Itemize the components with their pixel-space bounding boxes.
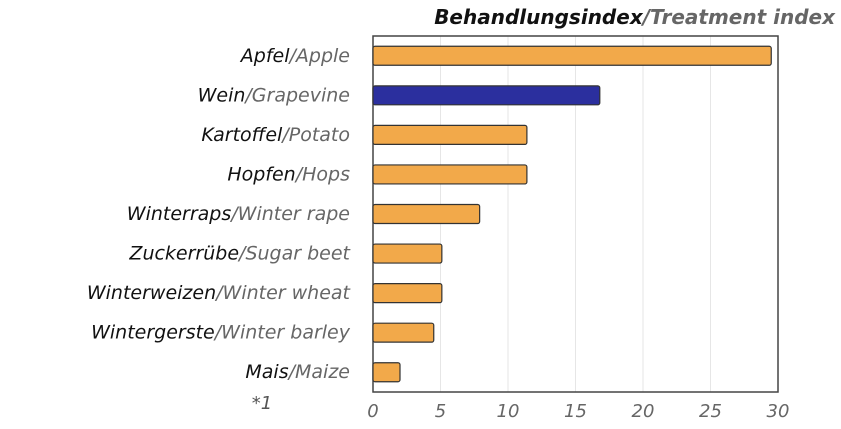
y-tick-label: Mais/Maize bbox=[245, 361, 350, 383]
bar bbox=[372, 243, 443, 264]
annotation: *1 bbox=[252, 393, 272, 414]
chart-title: Behandlungsindex/Treatment index bbox=[434, 5, 836, 29]
bar bbox=[372, 45, 772, 66]
y-tick-label: Winterraps/Winter rape bbox=[127, 203, 350, 225]
x-tick-label: 5 bbox=[435, 401, 446, 422]
y-tick-label: Wein/Grapevine bbox=[198, 84, 350, 106]
x-tick-label: 30 bbox=[767, 401, 790, 422]
bar bbox=[372, 203, 481, 225]
y-tick-label: Apfel/Apple bbox=[239, 44, 350, 66]
y-tick-label: Kartoffel/Potato bbox=[201, 123, 350, 145]
x-tick-label: 10 bbox=[497, 401, 520, 422]
x-tick-label: 20 bbox=[632, 401, 655, 422]
y-tick-label: Hopfen/Hops bbox=[227, 163, 350, 185]
bar bbox=[372, 322, 435, 343]
x-tick-label: 0 bbox=[367, 401, 378, 422]
x-tick-label: 15 bbox=[564, 401, 587, 422]
x-tick-label: 25 bbox=[699, 401, 722, 422]
bar bbox=[372, 85, 601, 106]
y-tick-label: Wintergerste/Winter barley bbox=[91, 321, 351, 343]
bar bbox=[372, 124, 528, 145]
y-tick-label: Winterweizen/Winter wheat bbox=[87, 282, 352, 304]
bar bbox=[372, 164, 528, 185]
bar bbox=[372, 283, 443, 304]
y-tick-label: Zuckerrübe/Sugar beet bbox=[128, 242, 351, 264]
bar bbox=[372, 362, 401, 383]
